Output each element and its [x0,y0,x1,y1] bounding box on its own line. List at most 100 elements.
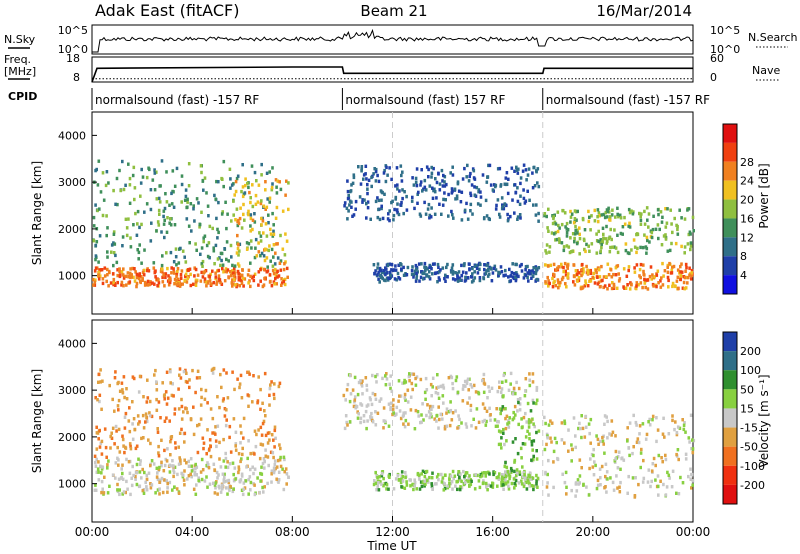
echo-cell [589,417,593,422]
echo-cell [187,224,191,228]
echo-cell [172,394,175,398]
echo-cell [175,274,178,279]
echo-cell [245,247,249,251]
echo-cell [172,205,176,209]
echo-cell [595,239,599,243]
colorbar-tick-label: -15 [740,422,758,435]
echo-cell [571,249,575,253]
echo-cell [110,431,113,435]
echo-cell [125,233,129,238]
echo-cell [642,476,646,481]
echo-cell [223,472,226,476]
echo-cell [407,374,411,379]
echo-cell [537,184,541,189]
echo-cell [444,273,447,277]
echo-cell [661,261,664,266]
echo-cell [635,284,638,288]
y-tick-label: 2000 [58,431,86,444]
echo-cell [186,197,189,201]
echo-cell [107,459,110,463]
echo-cell [101,379,104,383]
echo-cell [172,464,175,468]
echo-cell [249,467,252,472]
echo-cell [433,417,436,421]
echo-cell [448,476,451,480]
echo-cell [117,477,121,481]
echo-cell [497,273,500,277]
echo-cell [220,385,223,390]
colorbar-tick-label: 24 [740,175,754,188]
echo-cell [270,472,273,476]
echo-cell [280,277,283,281]
echo-cell [121,492,124,496]
echo-cell [242,487,245,491]
echo-cell [469,383,472,387]
echo-cell [249,488,252,492]
echo-cell [463,208,467,212]
echo-cell [473,264,477,268]
echo-cell [560,265,563,269]
echo-cell [605,415,608,419]
echo-cell [168,278,171,282]
echo-cell [423,178,427,183]
echo-cell [690,446,693,451]
echo-cell [534,271,538,276]
echo-cell [272,232,276,236]
echo-cell [124,490,127,495]
echo-cell [414,180,418,184]
echo-cell [234,218,237,222]
echo-cell [152,266,156,270]
echo-cell [524,377,528,381]
echo-cell [637,440,641,445]
echo-cell [671,265,674,269]
nsearch-label: N.Search [748,31,798,44]
echo-cell [272,438,275,442]
echo-cell [404,470,407,475]
echo-cell [518,408,522,412]
echo-cell [146,378,149,382]
echo-cell [183,198,187,202]
echo-cell [169,217,172,221]
echo-cell [141,467,144,472]
echo-cell [212,462,216,466]
echo-cell [499,390,503,394]
echo-cell [513,481,517,486]
echo-cell [588,466,591,471]
echo-cell [475,266,479,271]
echo-cell [503,442,506,447]
echo-cell [468,484,471,488]
echo-cell [660,276,663,280]
echo-cell [674,284,677,289]
echo-cell [403,381,406,385]
echo-cell [488,406,491,410]
echo-cell [549,436,552,440]
echo-cell [547,264,550,268]
echo-cell [522,196,526,201]
echo-cell [184,368,187,373]
echo-cell [647,468,651,472]
echo-cell [600,242,603,247]
echo-cell [586,268,589,272]
echo-cell [268,273,272,277]
echo-cell [200,270,203,275]
echo-cell [535,457,539,461]
echo-cell [575,489,579,493]
echo-cell [388,262,392,266]
echo-cell [374,481,378,485]
echo-cell [114,253,117,258]
echo-cell [96,183,100,187]
echo-cell [282,487,286,492]
echo-cell [173,277,177,282]
echo-cell [145,202,149,206]
echo-cell [106,267,109,272]
echo-cell [552,262,556,267]
echo-cell [190,475,193,479]
echo-cell [229,243,233,248]
echo-cell [216,492,219,496]
echo-cell [597,211,601,215]
echo-cell [272,271,276,276]
echo-cell [234,444,237,448]
echo-cell [647,420,650,424]
echo-cell [98,274,102,278]
echo-cell [273,428,277,433]
